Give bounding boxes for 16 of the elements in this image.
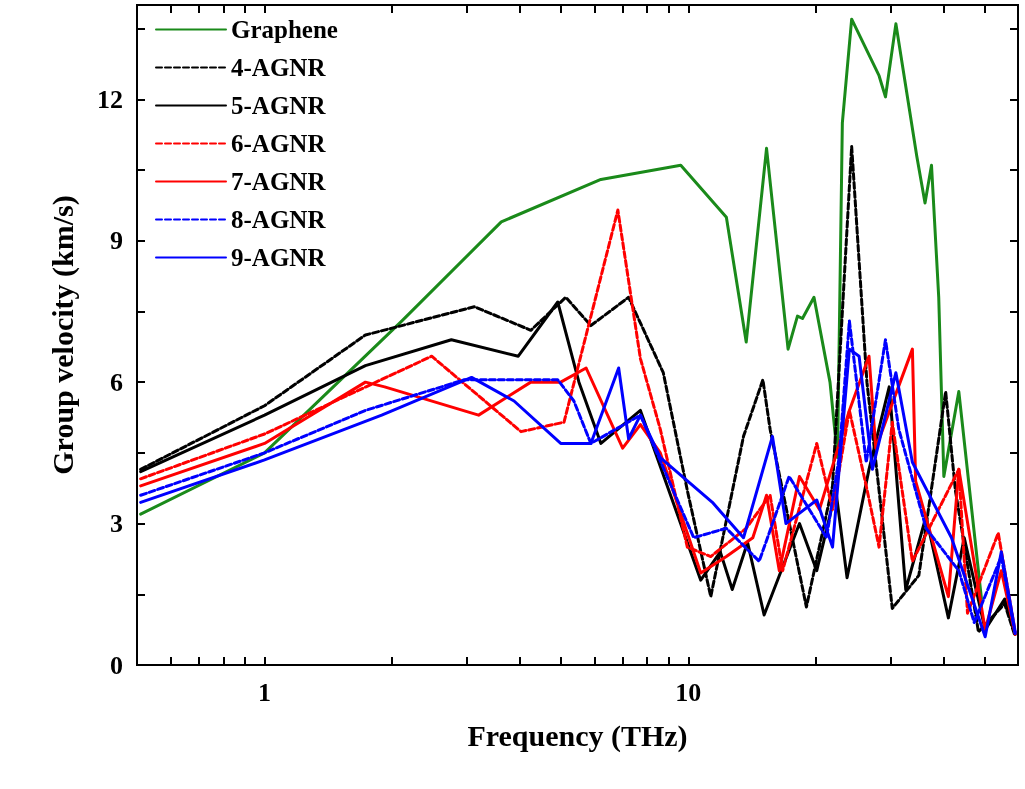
legend-label: 6-AGNR <box>231 130 327 157</box>
y-tick-label: 3 <box>110 509 123 539</box>
legend-label: 9-AGNR <box>231 244 327 271</box>
legend-label: 5-AGNR <box>231 92 327 119</box>
legend-label: 7-AGNR <box>231 168 327 195</box>
x-axis-title: Frequency (THz) <box>467 718 688 753</box>
legend-label: 8-AGNR <box>231 206 327 233</box>
x-tick-label: 1 <box>258 677 272 707</box>
y-tick-label: 6 <box>110 367 123 397</box>
y-axis-title: Group velocity (km/s) <box>45 195 80 475</box>
legend-label: 4-AGNR <box>231 54 327 81</box>
x-tick-label: 10 <box>675 677 702 707</box>
y-tick-label: 0 <box>110 650 123 680</box>
y-tick-label: 12 <box>97 84 123 114</box>
y-tick-label: 9 <box>110 226 123 256</box>
legend-label: Graphene <box>231 16 338 43</box>
